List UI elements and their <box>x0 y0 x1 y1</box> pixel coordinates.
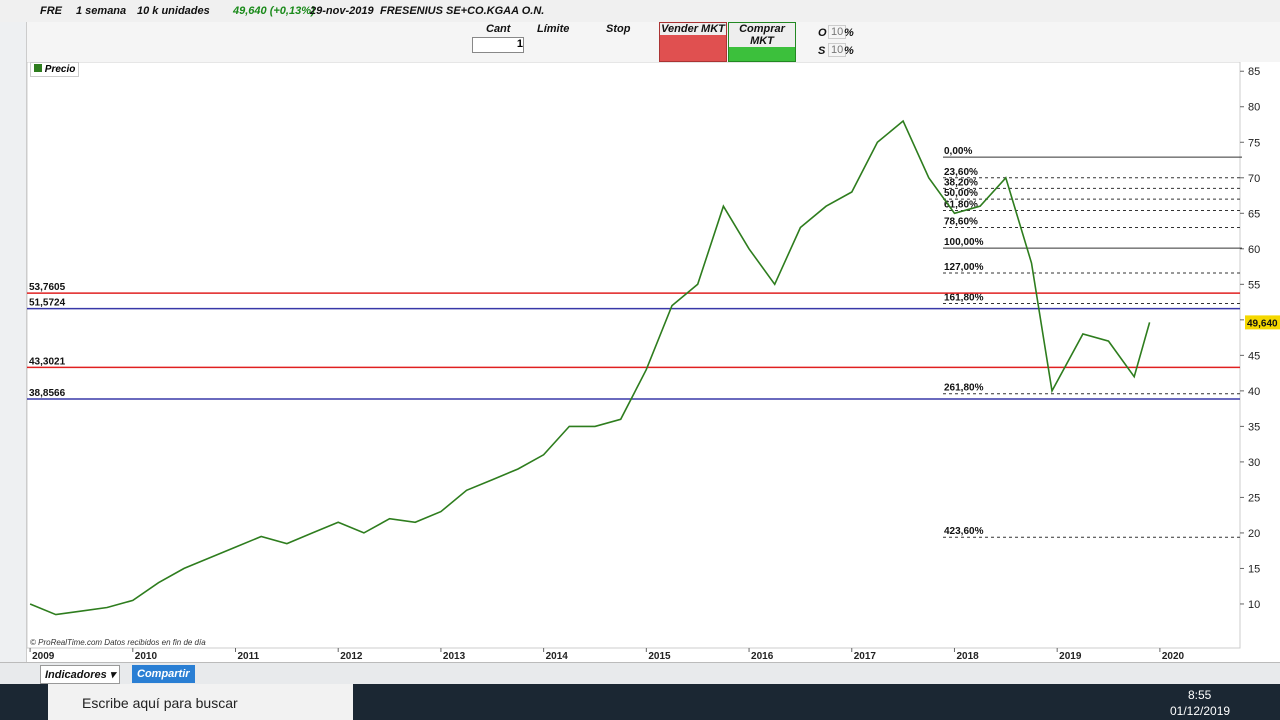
sell-button[interactable]: Vender MKT <box>659 22 727 62</box>
fib-label: 23,60% <box>944 167 978 178</box>
taskbar: Escribe aquí para buscar 8:55 01/12/2019 <box>0 684 1280 720</box>
fib-label: 161,80% <box>944 293 984 304</box>
y-tick-label: 85 <box>1248 66 1260 78</box>
x-tick-label: 2014 <box>546 651 569 662</box>
o-pct: % <box>844 27 854 39</box>
x-tick-label: 2018 <box>956 651 979 662</box>
qty-input[interactable]: 1 <box>472 37 524 53</box>
y-tick-label: 10 <box>1248 599 1260 611</box>
horizontal-line-label: 38,8566 <box>29 388 66 399</box>
fib-label: 127,00% <box>944 262 984 273</box>
bottom-toolbar: Indicadores ▾ Compartir <box>0 662 1280 685</box>
qty-label: Cant <box>486 23 511 35</box>
buy-button[interactable]: Comprar MKT <box>728 22 796 62</box>
y-tick-label: 30 <box>1248 457 1260 469</box>
last-price-label: 49,640 <box>1247 318 1278 329</box>
period[interactable]: 1 semana <box>76 5 127 17</box>
indicators-label: Indicadores <box>45 669 107 681</box>
s-label: S <box>818 45 826 57</box>
limit-label: Límite <box>537 23 570 35</box>
x-tick-label: 2019 <box>1059 651 1082 662</box>
y-tick-label: 15 <box>1248 563 1260 575</box>
share-button[interactable]: Compartir <box>132 665 195 683</box>
fib-label: 0,00% <box>944 146 972 157</box>
fib-label: 38,20% <box>944 177 978 188</box>
y-tick-label: 75 <box>1248 137 1260 149</box>
s-value[interactable]: 10 <box>828 43 847 57</box>
last-price-box <box>1245 315 1280 330</box>
legend-label: Precio <box>44 64 76 75</box>
horizontal-line-label: 43,3021 <box>29 356 66 367</box>
top-bar: FRE 1 semana 10 k unidades 49,640 (+0,13… <box>0 0 1280 23</box>
y-tick-label: 70 <box>1248 173 1260 185</box>
horizontal-line-label: 53,7605 <box>29 282 66 293</box>
x-tick-label: 2017 <box>854 651 877 662</box>
legend: Precio <box>30 62 80 77</box>
footer-note: © ProRealTime.com Datos recibidos en fin… <box>30 638 206 647</box>
date: 29-nov-2019 <box>310 5 374 17</box>
plot-area <box>26 61 1241 649</box>
left-toolbar <box>0 22 27 662</box>
y-tick-label: 40 <box>1248 386 1260 398</box>
search-placeholder: Escribe aquí para buscar <box>82 695 238 711</box>
search-box[interactable]: Escribe aquí para buscar <box>48 684 353 720</box>
price-line <box>29 119 1151 616</box>
clock-time: 8:55 <box>1188 688 1212 702</box>
horizontal-line-label: 51,5724 <box>29 298 66 309</box>
y-tick-label: 20 <box>1248 528 1260 540</box>
quote: 49,640 (+0,13%) <box>233 5 315 17</box>
instrument-name: FRESENIUS SE+CO.KGAA O.N. <box>380 5 545 17</box>
order-toolbar: Cant 1 Límite Stop Vender MKT Comprar MK… <box>26 22 1280 62</box>
o-label: O <box>818 27 827 39</box>
fib-label: 78,60% <box>944 217 978 228</box>
stop-label: Stop <box>606 23 631 35</box>
x-tick-label: 2016 <box>751 651 774 662</box>
x-tick-label: 2013 <box>443 651 466 662</box>
y-tick-label: 45 <box>1248 350 1260 362</box>
x-tick-label: 2010 <box>135 651 158 662</box>
symbol[interactable]: FRE <box>40 5 62 17</box>
chart: 1015202530354045505560657075808520092010… <box>26 61 1280 662</box>
x-tick-label: 2012 <box>340 651 363 662</box>
s-pct: % <box>844 45 854 57</box>
fib-label: 100,00% <box>944 237 984 248</box>
y-tick-label: 25 <box>1248 492 1260 504</box>
units[interactable]: 10 k unidades <box>137 5 210 17</box>
y-tick-label: 80 <box>1248 102 1260 114</box>
fib-label: 61,80% <box>944 199 978 210</box>
indicators-button[interactable]: Indicadores ▾ <box>40 665 121 684</box>
y-tick-label: 35 <box>1248 421 1260 433</box>
y-tick-label: 60 <box>1248 244 1260 256</box>
sell-label: Vender MKT <box>660 23 726 35</box>
x-tick-label: 2015 <box>648 651 671 662</box>
fib-label: 423,60% <box>944 526 984 537</box>
fib-label: 261,80% <box>944 383 984 394</box>
x-tick-label: 2009 <box>32 651 55 662</box>
clock-date: 01/12/2019 <box>1170 704 1231 718</box>
y-tick-label: 65 <box>1248 208 1260 220</box>
x-tick-label: 2011 <box>238 651 260 662</box>
o-value[interactable]: 10 <box>828 25 847 39</box>
x-tick-label: 2020 <box>1162 651 1185 662</box>
y-tick-label: 55 <box>1248 279 1260 291</box>
fib-label: 50,00% <box>944 188 978 199</box>
buy-label: Comprar MKT <box>729 23 795 47</box>
